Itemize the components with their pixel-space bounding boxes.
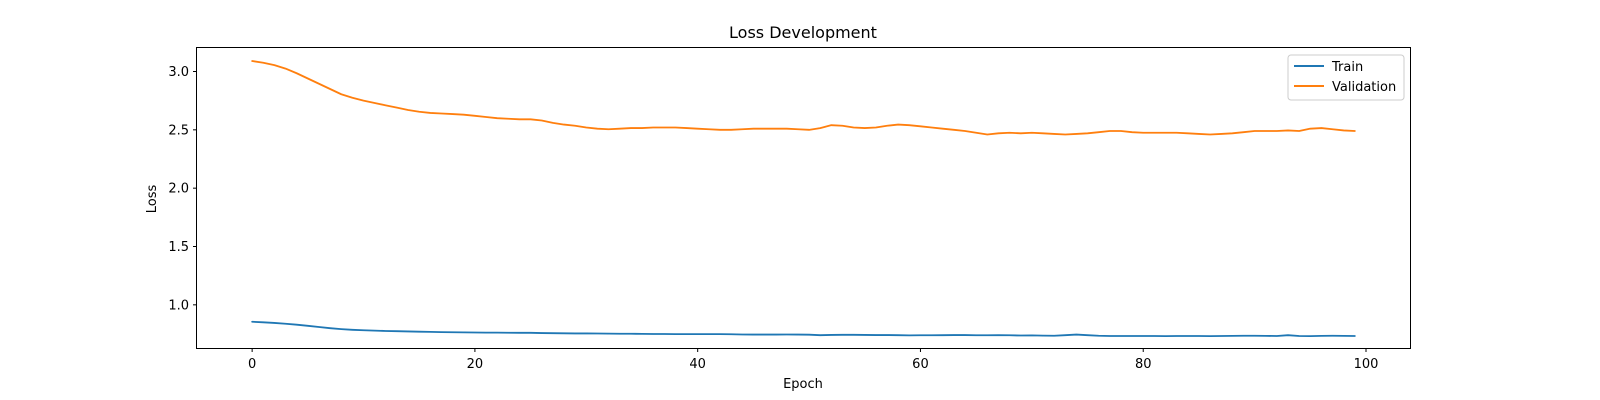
validation-loss-line (251, 60, 1356, 136)
x-tick-label: 100 (1354, 357, 1379, 372)
y-tick-label: 2.5 (168, 123, 189, 138)
legend-train-label: Train (1331, 60, 1363, 75)
x-axis-title: Epoch (783, 377, 823, 392)
y-tick-label: 1.0 (168, 298, 189, 313)
legend: Train Validation (1287, 54, 1405, 101)
x-tick-label: 80 (1135, 357, 1152, 372)
x-tick-label: 20 (467, 357, 484, 372)
plot-lines (251, 60, 1356, 338)
y-tick-label: 2.0 (168, 182, 189, 197)
y-axis-title: Loss (145, 185, 160, 214)
plot-area-frame (196, 47, 1411, 349)
x-tick-label: 0 (248, 357, 256, 372)
x-tick-label: 60 (912, 357, 929, 372)
y-tick-label: 1.5 (168, 240, 189, 255)
chart-title: Loss Development (729, 23, 877, 42)
legend-validation-label: Validation (1332, 80, 1396, 95)
axis-ticks: 0 20 40 60 80 100 1.0 1.5 2.0 2.5 3.0 (168, 65, 1378, 372)
train-loss-line (251, 320, 1356, 338)
x-tick-label: 40 (689, 357, 706, 372)
y-tick-label: 3.0 (168, 65, 189, 80)
